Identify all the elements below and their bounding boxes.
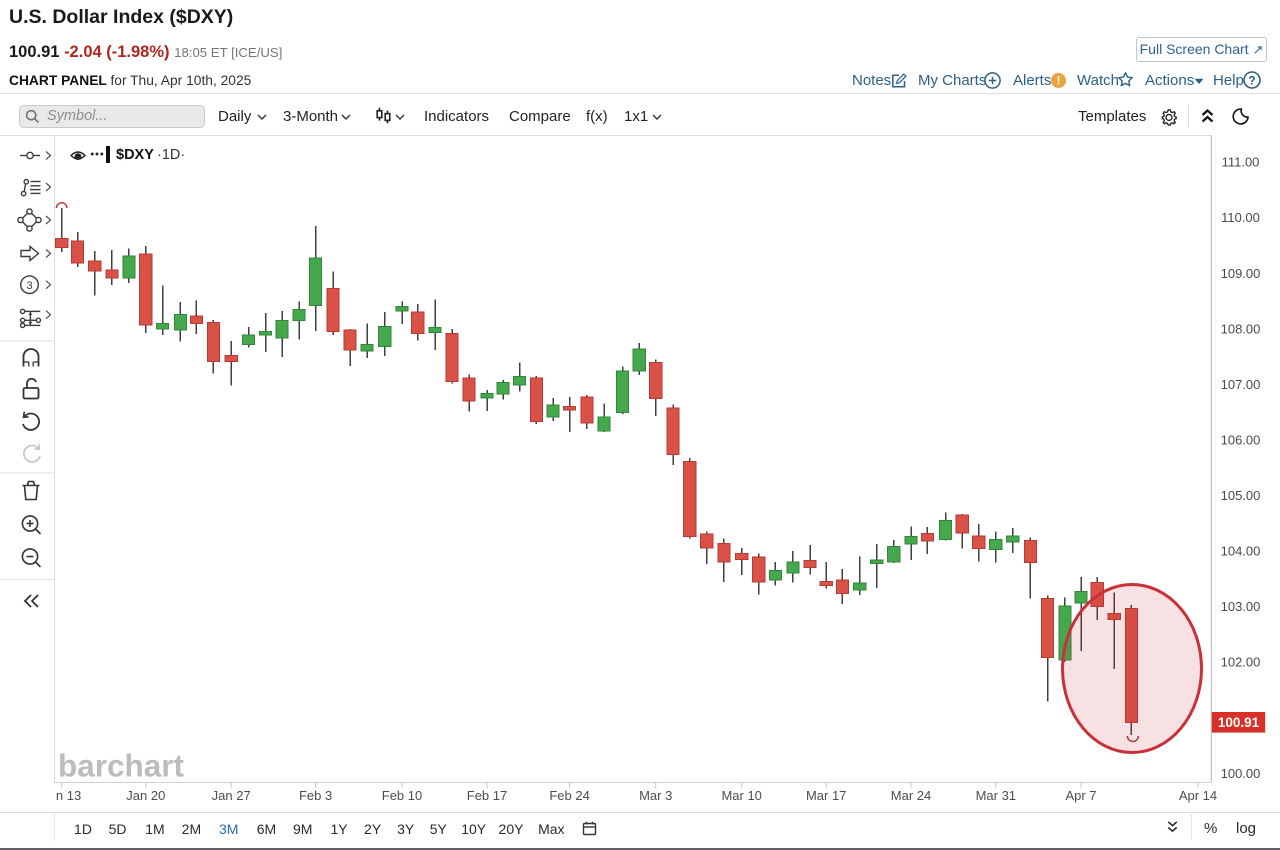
svg-text:Mar 3: Mar 3 [639, 788, 672, 803]
svg-text:109.00: 109.00 [1221, 266, 1261, 281]
svg-text:103.00: 103.00 [1221, 599, 1261, 614]
svg-text:104.00: 104.00 [1221, 544, 1261, 559]
svg-text:110.00: 110.00 [1221, 210, 1260, 225]
svg-text:Mar 31: Mar 31 [976, 788, 1016, 803]
svg-text:Jan 13: Jan 13 [42, 788, 81, 803]
svg-text:108.00: 108.00 [1221, 321, 1261, 336]
svg-text:Apr 7: Apr 7 [1065, 788, 1096, 803]
svg-text:102.00: 102.00 [1221, 655, 1261, 670]
svg-text:Feb 3: Feb 3 [299, 788, 332, 803]
svg-text:Mar 24: Mar 24 [891, 788, 931, 803]
svg-text:Feb 17: Feb 17 [467, 788, 507, 803]
svg-text:105.00: 105.00 [1221, 488, 1261, 503]
svg-text:100.00: 100.00 [1221, 766, 1261, 781]
svg-text:Apr 14: Apr 14 [1179, 788, 1217, 803]
svg-text:Feb 24: Feb 24 [549, 788, 589, 803]
svg-text:Jan 20: Jan 20 [126, 788, 165, 803]
svg-text:Jan 27: Jan 27 [212, 788, 251, 803]
svg-text:?: ? [1248, 73, 1255, 87]
svg-text:!: ! [1057, 76, 1061, 88]
svg-text:barchart: barchart [58, 748, 185, 784]
svg-text:111.00: 111.00 [1222, 155, 1260, 170]
svg-text:107.00: 107.00 [1221, 377, 1261, 392]
svg-text:100.91: 100.91 [1218, 715, 1260, 730]
svg-text:Mar 17: Mar 17 [806, 788, 846, 803]
svg-text:Mar 10: Mar 10 [721, 788, 761, 803]
svg-text:106.00: 106.00 [1221, 433, 1261, 448]
svg-text:3: 3 [26, 280, 32, 292]
svg-text:Feb 10: Feb 10 [382, 788, 422, 803]
